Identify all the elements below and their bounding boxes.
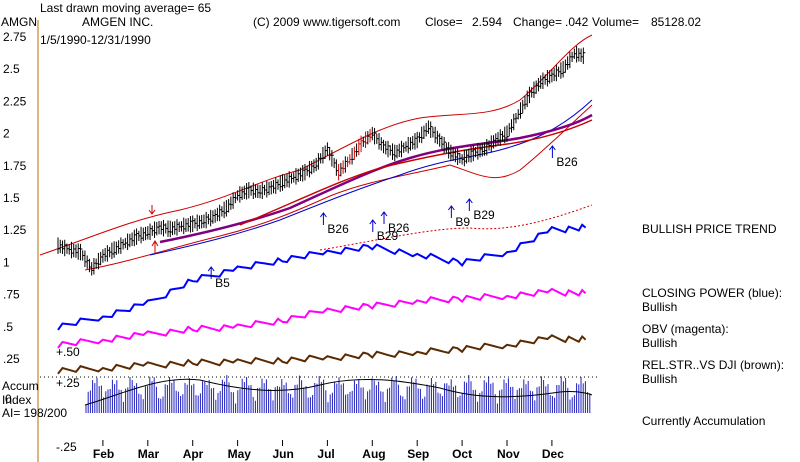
obv-state: Bullish — [642, 336, 677, 350]
accum-ma — [84, 378, 593, 406]
x-tick-label: Dec — [542, 447, 564, 461]
upper-band — [39, 34, 593, 256]
x-tick-label: Aug — [362, 447, 385, 461]
ma-red — [239, 119, 593, 226]
closing-power-title: CLOSING POWER (blue): — [642, 286, 782, 300]
y-tick-label: .5 — [3, 320, 13, 334]
signal-arrow-icon — [465, 198, 473, 211]
index-label: Index — [2, 393, 31, 407]
minus25-label: -.25 — [56, 440, 77, 454]
up-arrow-icon — [151, 240, 159, 254]
copyright-text: (C) 2009 www.tigersoft.com — [253, 15, 400, 29]
volume-label: Volume= — [592, 15, 639, 29]
x-tick-label: Feb — [93, 447, 114, 461]
ai-label: AI= 198/200 — [2, 406, 67, 420]
signal-arrow-icon — [447, 205, 455, 218]
y-tick-label: 2.25 — [3, 94, 27, 108]
indicator-series-line — [57, 287, 587, 349]
close-label: Close= — [425, 15, 463, 29]
y-tick-label: 1.5 — [3, 191, 20, 205]
signal-arrow-icon — [548, 145, 556, 158]
signal-label: B29 — [473, 208, 495, 222]
signal-label: B5 — [215, 276, 230, 290]
volume-value: 85128.02 — [651, 15, 701, 29]
ma-purple — [159, 113, 593, 244]
signal-label: B26 — [327, 222, 349, 236]
accumulation-bars — [85, 375, 591, 413]
down-arrow-icon — [148, 205, 156, 215]
x-tick-label: May — [228, 447, 252, 461]
y-tick-label: 2.75 — [3, 30, 27, 44]
indicator-series-line — [57, 334, 587, 375]
x-tick-label: Mar — [138, 447, 160, 461]
y-tick-label: 1.75 — [3, 159, 27, 173]
x-tick-label: Apr — [183, 447, 204, 461]
signal-label: B26 — [556, 155, 578, 169]
trend-text: BULLISH PRICE TREND — [642, 222, 777, 236]
ma-note: Last drawn moving average= 65 — [40, 1, 211, 15]
signal-label: B9 — [455, 215, 470, 229]
signal-arrow-icon — [320, 212, 327, 225]
x-tick-label: Sep — [407, 447, 429, 461]
ma-blue — [149, 99, 593, 256]
relstr-state: Bullish — [642, 372, 677, 386]
plus50-label: +.50 — [56, 345, 80, 359]
closing-power-state: Bullish — [642, 300, 677, 314]
accum-label: Accum — [2, 379, 39, 393]
y-tick-label: 1 — [3, 255, 10, 269]
y-tick-label: .75 — [3, 288, 20, 302]
relstr-title: REL.STR..VS DJI (brown): — [642, 358, 784, 372]
signal-arrow-icon — [207, 266, 215, 279]
x-tick-label: Jun — [273, 447, 294, 461]
y-tick-label: .25 — [3, 352, 20, 366]
signal-label: B29 — [377, 229, 399, 243]
zero-label: 0 — [5, 392, 12, 406]
ticker-label: AMGN — [1, 15, 37, 29]
signal-arrow-icon — [380, 211, 388, 224]
signal-arrow-icon — [369, 219, 377, 232]
x-tick-label: Jul — [317, 447, 334, 461]
y-tick-label: 2 — [3, 127, 10, 141]
accum-state: Currently Accumulation — [642, 414, 765, 428]
x-tick-label: Oct — [452, 447, 472, 461]
y-tick-label: 2.5 — [3, 62, 20, 76]
date-range: 1/5/1990-12/31/1990 — [40, 33, 151, 47]
lower-band — [84, 104, 593, 271]
change-value: .042 — [565, 15, 589, 29]
indicator-lines — [57, 223, 587, 375]
indicator-series-line — [57, 223, 587, 331]
company-name: AMGEN INC. — [82, 15, 153, 29]
signal-label: B26 — [388, 221, 410, 235]
x-tick-label: Nov — [497, 447, 520, 461]
y-tick-label: 1.25 — [3, 223, 27, 237]
plus25-label: +.25 — [56, 376, 80, 390]
price-bars — [57, 46, 586, 276]
obv-title: OBV (magenta): — [642, 322, 729, 336]
change-label: Change= — [513, 15, 562, 29]
close-value: 2.594 — [472, 15, 502, 29]
x-tick-labels: Feb Mar Apr May Jun Jul Aug Sep Oct Nov Dec — [93, 440, 564, 461]
